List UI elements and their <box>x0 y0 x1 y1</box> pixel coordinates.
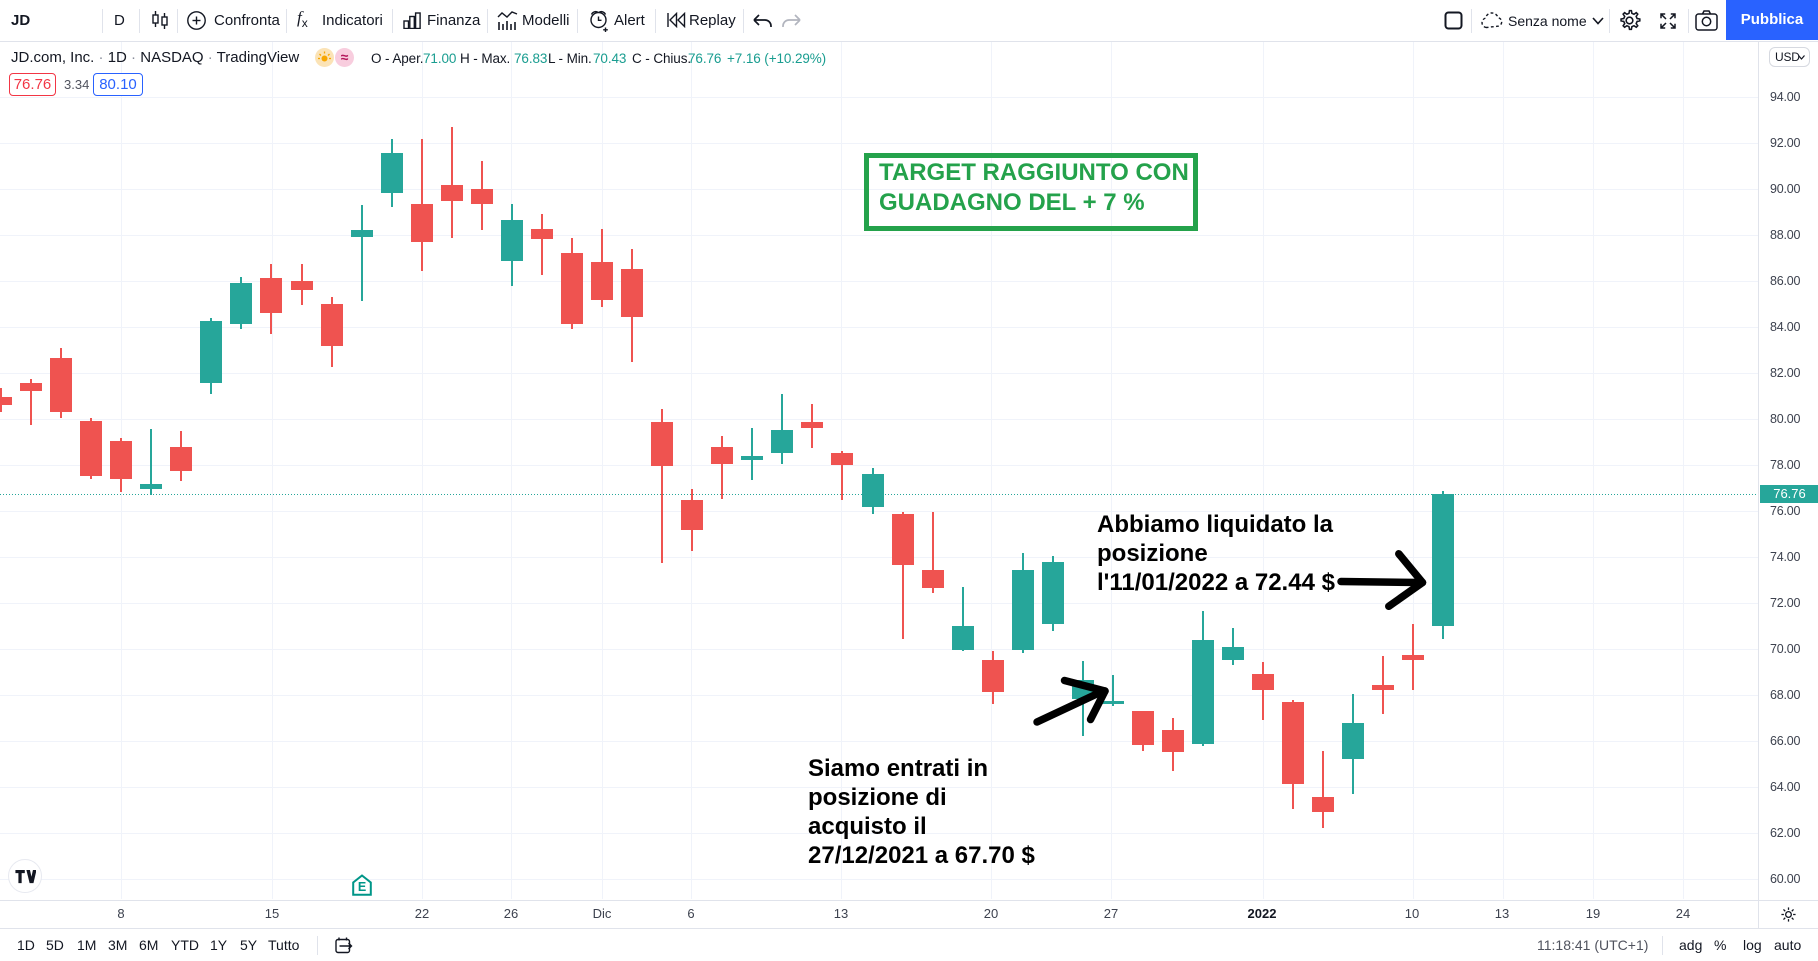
svg-text:E: E <box>358 880 366 894</box>
